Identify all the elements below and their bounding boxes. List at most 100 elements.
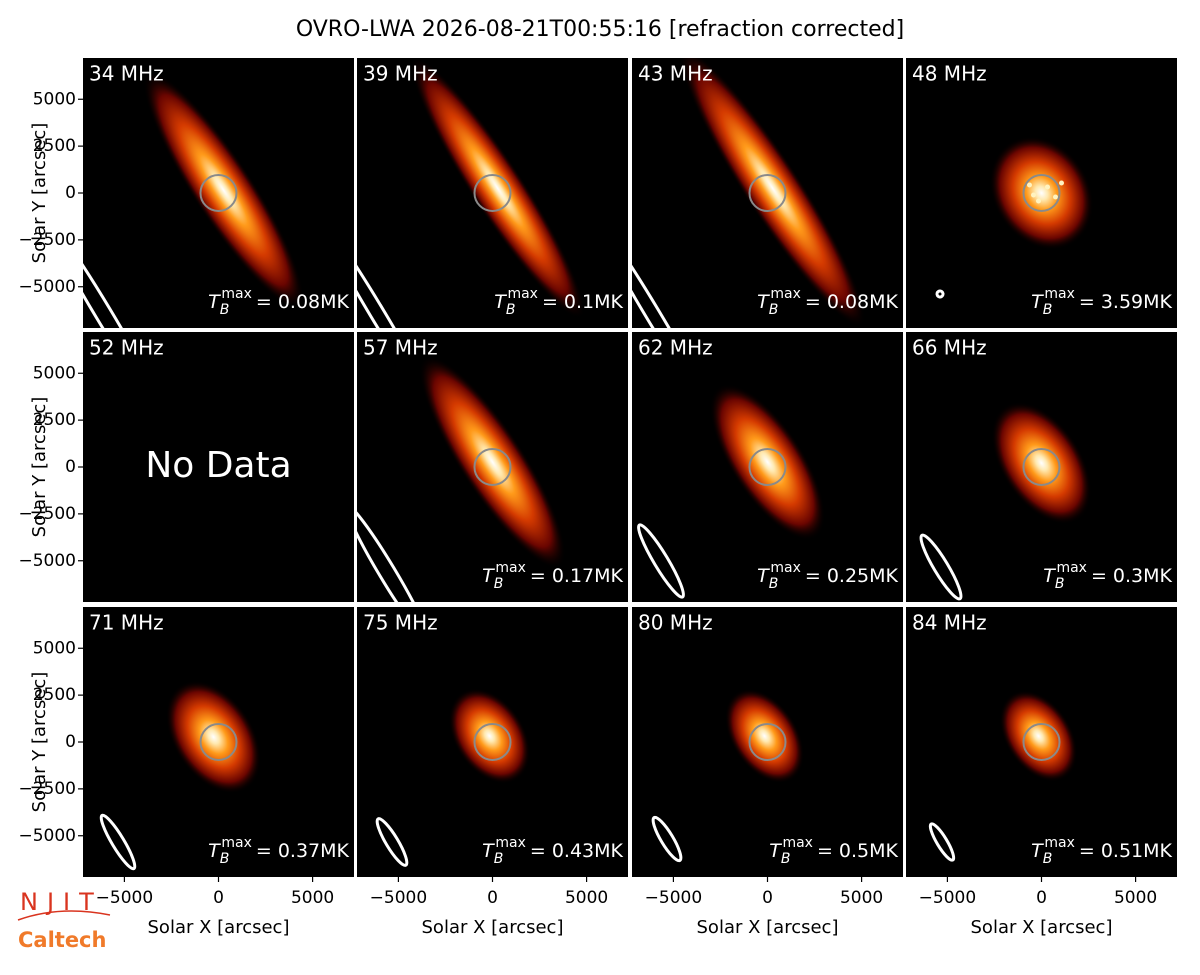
- tb-max-annotation: TBmax = 0.25MK: [757, 560, 898, 592]
- tb-max-annotation: TBmax = 0.08MK: [208, 286, 349, 318]
- tb-sub: B: [769, 302, 779, 318]
- tb-sub: B: [1055, 576, 1065, 592]
- tb-max-annotation: TBmax = 0.51MK: [1031, 835, 1172, 867]
- tb-max-annotation: TBmax = 0.08MK: [757, 286, 898, 318]
- tb-max-annotation: TBmax = 3.59MK: [1031, 286, 1172, 318]
- panel-title: 52 MHz: [89, 336, 164, 360]
- panel-title: 39 MHz: [363, 62, 438, 86]
- y-axis-label: Solar Y [arcsec]: [29, 397, 50, 538]
- tb-sup: max: [221, 286, 252, 302]
- tb-symbol: T: [482, 840, 495, 862]
- panel-title: 34 MHz: [89, 62, 164, 86]
- radio-source: [989, 136, 1094, 250]
- x-tick-label: 5000: [1114, 888, 1157, 908]
- beam: [928, 822, 956, 862]
- x-tick-label: 5000: [840, 888, 883, 908]
- x-tick-label: 0: [487, 888, 498, 908]
- tb-max-annotation: TBmax = 0.37MK: [208, 835, 349, 867]
- tb-sup: max: [495, 560, 526, 576]
- beam: [651, 815, 683, 863]
- tb-text: = 0.43MK: [530, 840, 624, 862]
- tb-sub: B: [1043, 302, 1053, 318]
- tb-sup: max: [782, 835, 813, 851]
- radio-source: [724, 688, 805, 784]
- x-tick-label: −5000: [919, 888, 977, 908]
- y-tick-label: 5000: [33, 89, 76, 109]
- x-axis-label: Solar X [arcsec]: [148, 917, 290, 938]
- solar-disk: [1022, 174, 1061, 212]
- radio-source: [999, 690, 1078, 782]
- radio-source: [679, 58, 866, 328]
- solar-disk: [199, 174, 238, 212]
- radio-source: [410, 58, 585, 319]
- panel-title: 71 MHz: [89, 611, 164, 635]
- panel-title: 57 MHz: [363, 336, 438, 360]
- beam: [83, 217, 162, 328]
- tb-symbol: T: [757, 291, 770, 313]
- radio-source: [419, 355, 566, 569]
- x-tick-label: 0: [213, 888, 224, 908]
- y-tick-label: −5000: [18, 551, 76, 571]
- tb-sub: B: [1043, 851, 1053, 867]
- caltech-logo: Caltech: [18, 928, 106, 952]
- radio-source: [448, 688, 531, 784]
- tb-sub: B: [220, 851, 230, 867]
- tb-sup: max: [1056, 560, 1087, 576]
- x-tick-label: 0: [762, 888, 773, 908]
- panel: [632, 607, 903, 877]
- tb-symbol: T: [208, 291, 221, 313]
- tb-sup: max: [1044, 835, 1075, 851]
- bright-spot: [1059, 180, 1064, 186]
- solar-disk: [1022, 448, 1061, 486]
- y-tick-label: 5000: [33, 638, 76, 658]
- x-axis-label: Solar X [arcsec]: [971, 917, 1113, 938]
- tb-text: = 0.5MK: [817, 840, 899, 862]
- tb-symbol: T: [1043, 565, 1056, 587]
- panel: [632, 332, 903, 602]
- tb-text: = 0.1MK: [542, 291, 624, 313]
- panel-title: 75 MHz: [363, 611, 438, 635]
- tb-text: = 0.25MK: [805, 565, 899, 587]
- bright-spot: [1027, 182, 1032, 188]
- bright-spot: [1045, 184, 1050, 190]
- x-tick-label: 5000: [565, 888, 608, 908]
- panel: [357, 607, 628, 877]
- no-data-note: No Data: [145, 445, 291, 486]
- logo-swoosh: [17, 910, 111, 921]
- y-tick-label: 0: [65, 732, 76, 752]
- tb-text: = 0.51MK: [1079, 840, 1173, 862]
- panel: [632, 58, 903, 328]
- tb-max-annotation: TBmax = 0.17MK: [482, 560, 623, 592]
- solar-disk: [473, 174, 512, 212]
- y-tick-label: 2500: [33, 136, 76, 156]
- tb-text: = 0.08MK: [805, 291, 899, 313]
- x-tick-label: 5000: [291, 888, 334, 908]
- figure-title: OVRO-LWA 2026-08-21T00:55:16 [refraction…: [296, 17, 904, 42]
- panel-background: [83, 332, 354, 602]
- panel-title: 80 MHz: [638, 611, 713, 635]
- tb-symbol: T: [757, 565, 770, 587]
- radio-source: [709, 384, 826, 540]
- y-tick-label: −5000: [18, 277, 76, 297]
- tb-text: = 0.37MK: [256, 840, 350, 862]
- x-tick-label: −5000: [645, 888, 703, 908]
- solar-disk: [748, 723, 787, 761]
- tb-text: = 0.17MK: [530, 565, 624, 587]
- panel: [906, 58, 1177, 328]
- panel: [83, 58, 354, 328]
- tb-sup: max: [770, 560, 801, 576]
- tb-symbol: T: [769, 840, 782, 862]
- panel-title: 84 MHz: [912, 611, 987, 635]
- radio-source: [991, 401, 1092, 525]
- tb-symbol: T: [1031, 840, 1044, 862]
- y-tick-label: 0: [65, 183, 76, 203]
- tb-sup: max: [770, 286, 801, 302]
- y-tick-label: −2500: [18, 779, 76, 799]
- beam: [99, 813, 137, 871]
- y-tick-label: 0: [65, 457, 76, 477]
- tb-sup: max: [221, 835, 252, 851]
- beam: [357, 503, 430, 602]
- beam: [919, 533, 963, 601]
- solar-disk: [748, 174, 787, 212]
